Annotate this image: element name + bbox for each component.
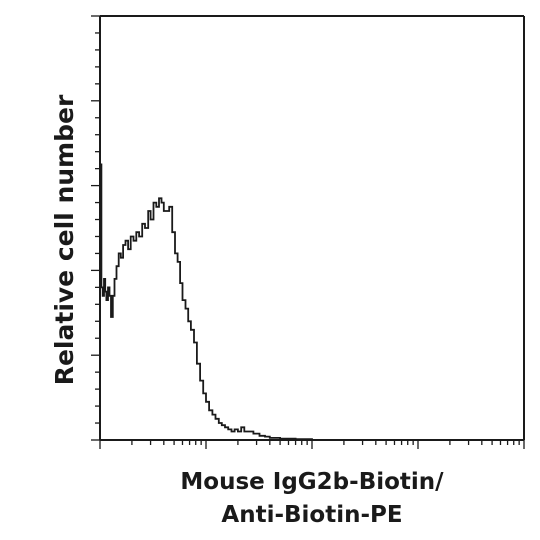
y-axis-ticks	[91, 15, 100, 441]
x-axis-ticks	[99, 440, 525, 449]
x-axis-title-line-1: Mouse IgG2b-Biotin/	[180, 469, 444, 495]
x-axis-title-line-2: Anti-Biotin-PE	[221, 502, 402, 528]
histogram-line	[99, 163, 524, 441]
plot-frame	[99, 15, 525, 441]
y-axis-title: Relative cell number	[50, 94, 79, 385]
